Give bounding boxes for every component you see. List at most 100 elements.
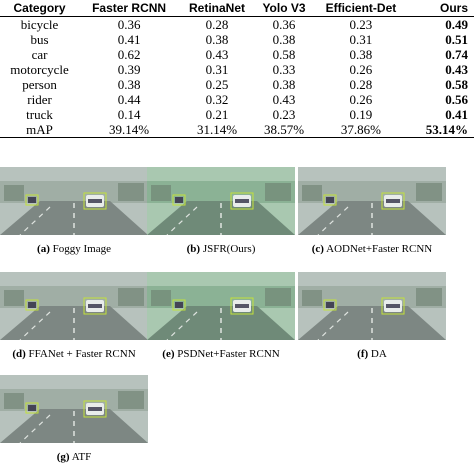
results-table: Category Faster RCNN RetinaNet Yolo V3 Effic… xyxy=(0,0,474,138)
table-cell: 0.38 xyxy=(272,77,296,92)
scene-image xyxy=(0,167,148,235)
table-cell: 0.43 xyxy=(445,62,468,77)
table-cell: 0.23 xyxy=(349,17,373,32)
figure-caption-text: JSFR(Ours) xyxy=(202,243,256,255)
figure-caption: (b) JSFR(Ours) xyxy=(147,243,295,255)
table-cell: 0.21 xyxy=(205,107,229,122)
table-cell: 0.33 xyxy=(272,62,296,77)
figure-label: (f) xyxy=(357,348,369,360)
table-row: motorcycle 0.39 0.31 0.33 0.26 0.43 xyxy=(0,62,474,77)
table-cell: 0.38 xyxy=(349,47,373,62)
table-cell: bicycle xyxy=(20,17,59,32)
header-row: Category Faster RCNN RetinaNet Yolo V3 Effic… xyxy=(0,0,474,17)
figure-caption: (c) AODNet+Faster RCNN xyxy=(298,243,446,255)
table-cell: 0.58 xyxy=(445,77,468,92)
table-cell: 0.28 xyxy=(349,77,373,92)
figure-caption-text: ATF xyxy=(71,451,92,463)
table-cell: rider xyxy=(27,92,52,107)
table-cell: 0.32 xyxy=(205,92,229,107)
table-cell: 53.14% xyxy=(408,122,474,138)
table-cell: 39.14% xyxy=(79,122,180,138)
scene-image xyxy=(147,167,295,235)
figure: (g) ATF xyxy=(0,375,148,463)
figure-caption: (e) PSDNet+Faster RCNN xyxy=(147,348,295,360)
table-cell: 0.62 xyxy=(117,47,141,62)
table-cell: truck xyxy=(26,107,53,122)
table-cell: 0.38 xyxy=(205,32,229,47)
table-cell: 0.36 xyxy=(117,17,141,32)
figure: (c) AODNet+Faster RCNN xyxy=(298,167,446,255)
figure-caption-text: FFANet + Faster RCNN xyxy=(28,348,136,360)
table-cell: 0.43 xyxy=(205,47,229,62)
figure-label: (c) xyxy=(311,243,324,255)
table-cell: person xyxy=(22,77,57,92)
table-cell: 0.14 xyxy=(117,107,141,122)
figure: (a) Foggy Image xyxy=(0,167,148,255)
table-cell: 0.31 xyxy=(205,62,229,77)
table-cell: 0.36 xyxy=(272,17,296,32)
figure-caption: (a) Foggy Image xyxy=(0,243,148,255)
scene-image xyxy=(0,272,148,340)
figure: (d) FFANet + Faster RCNN xyxy=(0,272,148,360)
table-cell: 0.25 xyxy=(205,77,229,92)
table-cell: 0.31 xyxy=(349,32,373,47)
header-cell: Efficient-Det xyxy=(313,0,409,17)
figure-label: (b) xyxy=(186,243,201,255)
table-cell: 38.57% xyxy=(254,122,314,138)
table-cell: 0.23 xyxy=(272,107,296,122)
table-cell: 31.14% xyxy=(179,122,255,138)
figure-label: (d) xyxy=(12,348,26,360)
figure-label: (e) xyxy=(162,348,175,360)
header-cell: Faster RCNN xyxy=(79,0,180,17)
table-row: bus 0.41 0.38 0.38 0.31 0.51 xyxy=(0,32,474,47)
table-cell: 0.38 xyxy=(272,32,296,47)
table-cell: mAP xyxy=(0,122,80,138)
table-row: truck 0.14 0.21 0.23 0.19 0.41 xyxy=(0,107,474,122)
scene-image xyxy=(0,375,148,443)
header-cell: RetinaNet xyxy=(179,0,255,17)
table-cell: car xyxy=(31,47,48,62)
table-row: person 0.38 0.25 0.38 0.28 0.58 xyxy=(0,77,474,92)
figure-caption-text: AODNet+Faster RCNN xyxy=(326,243,433,255)
table-cell: 0.28 xyxy=(205,17,229,32)
table-cell: 0.41 xyxy=(445,107,468,122)
table-cell: bus xyxy=(30,32,49,47)
table-cell: 0.56 xyxy=(445,92,468,107)
table-cell: 0.44 xyxy=(117,92,141,107)
table-cell: 37.86% xyxy=(313,122,409,138)
table-row: rider 0.44 0.32 0.43 0.26 0.56 xyxy=(0,92,474,107)
table-cell: 0.41 xyxy=(117,32,141,47)
scene-image xyxy=(147,272,295,340)
figure-caption: (d) FFANet + Faster RCNN xyxy=(0,348,148,360)
scene-image xyxy=(298,272,446,340)
table-cell: 0.49 xyxy=(445,17,468,32)
figure-caption-text: PSDNet+Faster RCNN xyxy=(177,348,280,360)
table-row: car 0.62 0.43 0.58 0.38 0.74 xyxy=(0,47,474,62)
table-row: bicycle 0.36 0.28 0.36 0.23 0.49 xyxy=(0,17,474,33)
figure-label: (g) xyxy=(56,451,70,463)
figure-caption-text: Foggy Image xyxy=(52,243,111,255)
header-cell: Yolo V3 xyxy=(254,0,314,17)
table-row: mAP 39.14% 31.14% 38.57% 37.86% 53.14% xyxy=(0,122,474,138)
header-cell: Ours xyxy=(408,0,474,17)
figure-label: (a) xyxy=(37,243,50,255)
figure: (e) PSDNet+Faster RCNN xyxy=(147,272,295,360)
table-body: bicycle 0.36 0.28 0.36 0.23 0.49 bus 0.41 0.38 0.… xyxy=(0,17,474,138)
table-cell: 0.38 xyxy=(117,77,141,92)
figure: (b) JSFR(Ours) xyxy=(147,167,295,255)
table-cell: 0.39 xyxy=(117,62,141,77)
table-cell: 0.26 xyxy=(349,62,373,77)
table-cell: 0.43 xyxy=(272,92,296,107)
table-cell: 0.58 xyxy=(272,47,296,62)
table-cell: 0.74 xyxy=(445,47,468,62)
scene-image xyxy=(298,167,446,235)
figure: (f) DA xyxy=(298,272,446,360)
table-cell: 0.19 xyxy=(349,107,373,122)
table-cell: 0.26 xyxy=(349,92,373,107)
figure-caption: (g) ATF xyxy=(0,451,148,463)
table-cell: motorcycle xyxy=(10,62,69,77)
header-cell: Category xyxy=(0,0,80,17)
table-cell: 0.51 xyxy=(445,32,468,47)
figure-caption-text: DA xyxy=(370,348,387,360)
